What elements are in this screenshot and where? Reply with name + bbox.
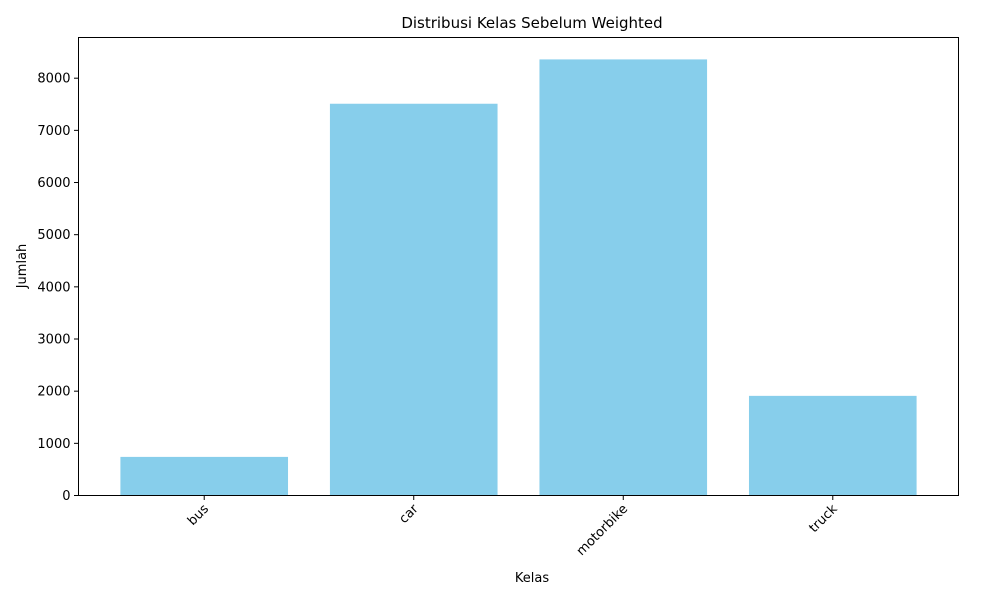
bar-truck (748, 395, 917, 496)
y-tick-label: 1000 (37, 437, 70, 452)
bar-car (329, 103, 498, 496)
x-tick-label-truck: truck (806, 501, 841, 536)
y-axis-label: Jumlah (15, 244, 30, 290)
bars-group (120, 59, 917, 496)
x-tick-label-bus: bus (185, 502, 212, 529)
bar-motorbike (539, 59, 708, 496)
y-tick-label: 5000 (37, 228, 70, 243)
x-tick-label-car: car (396, 501, 422, 527)
x-axis: bus car motorbike truck (185, 495, 841, 559)
chart-title: Distribusi Kelas Sebelum Weighted (401, 14, 662, 32)
bar-bus (120, 456, 289, 496)
y-tick-label: 7000 (37, 124, 70, 139)
plot-frame (78, 37, 959, 496)
x-tick-label-motorbike: motorbike (574, 502, 631, 559)
x-axis-label: Kelas (515, 571, 549, 586)
y-tick-label: 6000 (37, 176, 70, 191)
y-tick-label: 2000 (37, 385, 70, 400)
y-tick-label: 3000 (37, 333, 70, 348)
y-tick-label: 0 (62, 489, 70, 504)
y-axis: 0 1000 2000 3000 4000 5000 6000 7000 8000 (37, 72, 79, 504)
y-tick-label: 8000 (37, 72, 70, 87)
y-tick-label: 4000 (37, 280, 70, 295)
